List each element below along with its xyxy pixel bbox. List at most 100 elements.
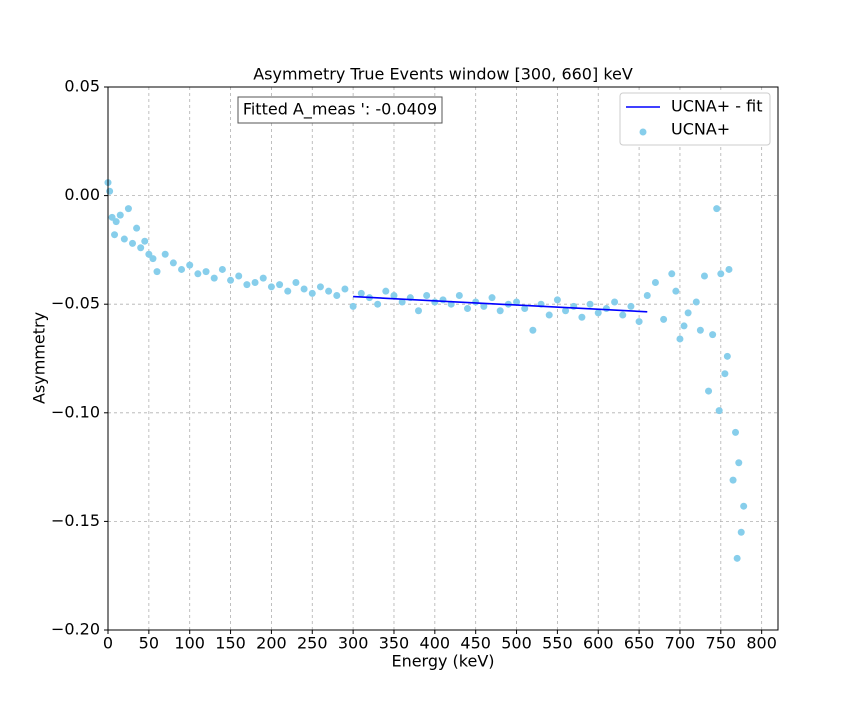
y-tick-label: 0.05	[64, 77, 100, 96]
annotation-box	[237, 96, 443, 124]
y-tick-label: −0.10	[51, 402, 100, 421]
point	[496, 307, 504, 315]
point	[431, 298, 439, 306]
point	[161, 250, 169, 258]
x-tick-label: 600	[583, 634, 614, 653]
point	[284, 287, 292, 295]
point	[700, 272, 708, 280]
x-tick-label: 400	[420, 634, 451, 653]
point	[553, 296, 561, 304]
point	[715, 407, 723, 415]
y-axis-label: Asymmetry	[30, 312, 49, 404]
point	[439, 296, 447, 304]
x-axis-label: Energy (keV)	[391, 652, 494, 671]
point	[292, 278, 300, 286]
legend-box	[619, 92, 771, 146]
point	[619, 311, 627, 319]
point	[382, 287, 390, 295]
point	[455, 292, 463, 300]
point	[308, 289, 316, 297]
x-tick-label: 800	[746, 634, 777, 653]
y-tick-label: −0.05	[51, 294, 100, 313]
x-tick-label: 300	[338, 634, 369, 653]
chart-title: Asymmetry True Events window [300, 660] …	[253, 65, 633, 84]
point	[111, 231, 119, 239]
point	[398, 298, 406, 306]
point	[660, 315, 668, 323]
point	[124, 205, 132, 213]
point	[672, 287, 680, 295]
point	[137, 244, 145, 252]
point	[414, 307, 422, 315]
point	[106, 187, 114, 195]
point	[723, 352, 731, 360]
point	[169, 259, 177, 267]
point	[578, 313, 586, 321]
y-tick-label: −0.15	[51, 511, 100, 530]
fit-line	[353, 295, 648, 313]
point	[120, 235, 128, 243]
point	[521, 305, 529, 313]
point	[735, 459, 743, 467]
point	[740, 502, 748, 510]
legend-label: UCNA+ - fit	[671, 97, 763, 116]
x-tick-label: 750	[706, 634, 737, 653]
point	[243, 281, 251, 289]
point	[300, 285, 308, 293]
point	[635, 318, 643, 326]
x-tick-label: 550	[542, 634, 573, 653]
point	[725, 265, 733, 273]
point	[705, 387, 713, 395]
point	[259, 274, 267, 282]
point	[643, 292, 651, 300]
point	[341, 285, 349, 293]
point	[141, 237, 149, 245]
x-tick-label: 500	[501, 634, 532, 653]
point	[737, 528, 745, 536]
x-tick-label: 150	[215, 634, 246, 653]
point	[651, 278, 659, 286]
x-tick-label: 50	[139, 634, 159, 653]
point	[235, 272, 243, 280]
point	[513, 298, 521, 306]
point	[594, 309, 602, 317]
point	[732, 428, 740, 436]
point	[149, 255, 157, 263]
annotation: Fitted A_meas ': -0.0409	[243, 100, 437, 120]
point	[316, 283, 324, 291]
legend-swatch	[639, 128, 647, 136]
point	[390, 292, 398, 300]
point	[668, 270, 676, 278]
x-tick-label: 100	[174, 634, 205, 653]
plot-frame	[107, 86, 779, 631]
point	[696, 326, 704, 334]
point	[713, 205, 721, 213]
point	[709, 331, 717, 339]
point	[218, 265, 226, 273]
point	[333, 292, 341, 300]
point	[717, 270, 725, 278]
point	[529, 326, 537, 334]
point	[488, 294, 496, 302]
x-tick-label: 700	[665, 634, 696, 653]
point	[733, 554, 741, 562]
point	[545, 311, 553, 319]
x-tick-label: 200	[256, 634, 287, 653]
point	[562, 307, 570, 315]
point	[357, 289, 365, 297]
point	[133, 224, 141, 232]
point	[251, 278, 259, 286]
point	[267, 283, 275, 291]
point	[202, 268, 210, 276]
y-tick-label: 0.00	[64, 185, 100, 204]
legend-label: UCNA+	[671, 120, 730, 139]
x-tick-label: 0	[103, 634, 113, 653]
point	[627, 302, 635, 310]
y-tick-label: −0.20	[51, 620, 100, 639]
point	[178, 265, 186, 273]
point	[186, 261, 194, 269]
point	[210, 274, 218, 282]
point	[676, 335, 684, 343]
point	[680, 322, 688, 330]
